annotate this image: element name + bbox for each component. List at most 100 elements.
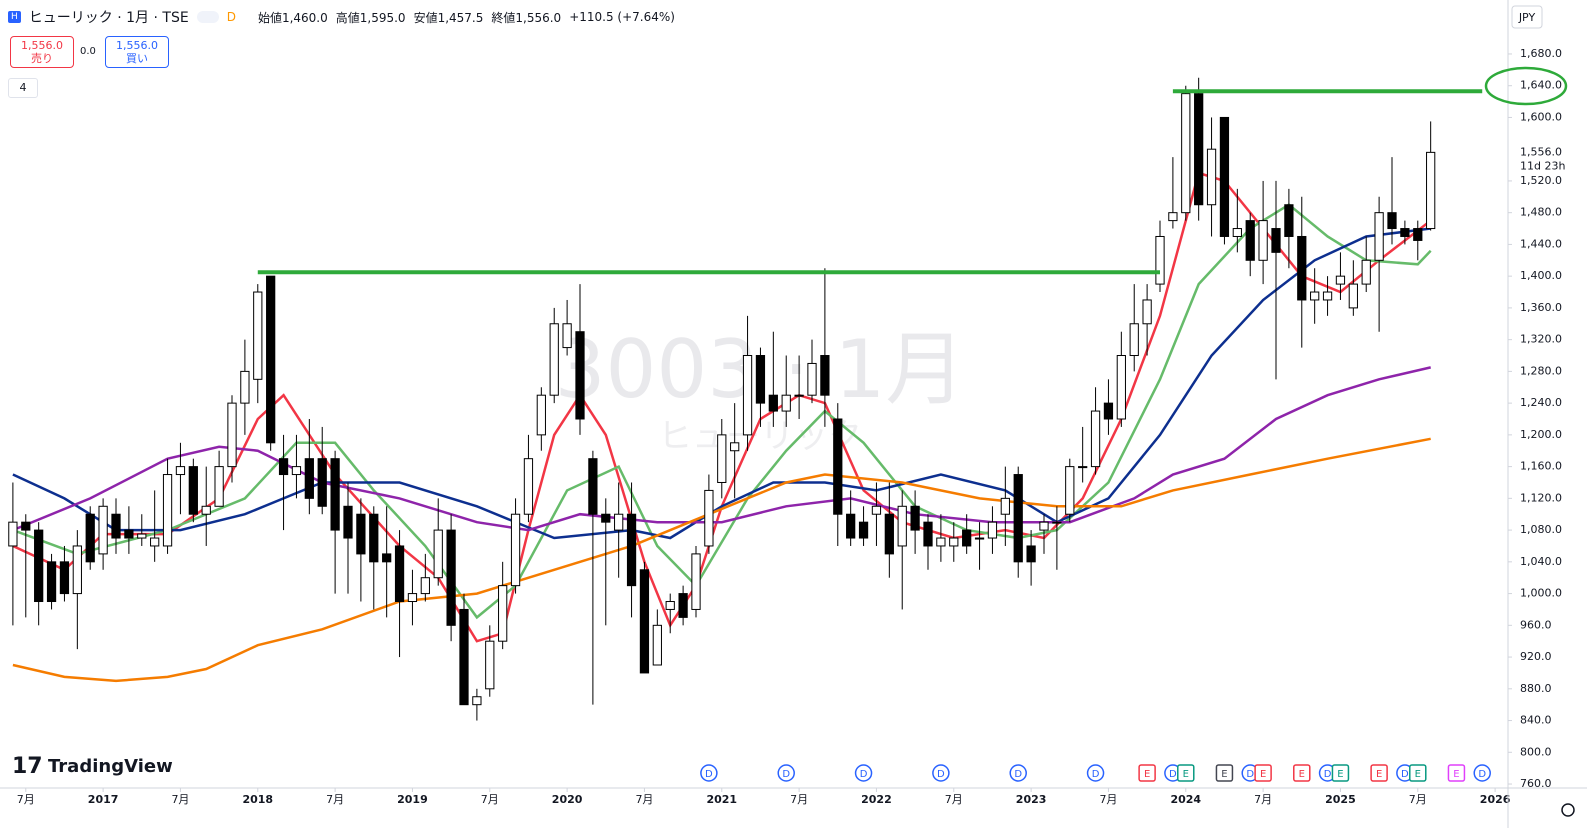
event-badge [1293,764,1311,782]
event-label: E [1144,769,1150,780]
event-marker[interactable]: E [1138,764,1156,782]
x-tick-label: 2022 [861,793,892,806]
sell-button[interactable]: 1,556.0 売り [10,36,74,68]
candle-body [936,537,946,547]
candle-body [1206,148,1217,206]
buy-price: 1,556.0 [116,39,158,52]
high-label: 高値1,595.0 [335,10,406,25]
logo-mark: 𝟭𝟳 [12,754,43,779]
close-label: 終値1,556.0 [491,10,562,25]
y-tick-label: 1,400.0 [1520,269,1562,282]
candle-body [446,529,456,626]
event-marker[interactable]: D [777,764,795,782]
y-tick-label: 800.0 [1520,745,1552,758]
candle-body [1335,275,1346,285]
y-tick-label: 1,480.0 [1520,206,1562,219]
settings-icon[interactable] [1561,803,1575,817]
event-label: E [1453,769,1459,780]
x-tick-label: 7月 [326,793,344,806]
candle-body [1413,228,1423,241]
event-badge [1009,764,1027,782]
event-marker[interactable]: E [1215,764,1234,782]
candle-body [1426,151,1436,230]
event-badge [1086,764,1105,782]
candle-body [1116,355,1126,420]
candle-body [794,394,804,397]
x-tick-label: 7月 [1099,793,1117,806]
event-marker[interactable]: E [1254,764,1272,782]
event-marker[interactable]: E [1447,764,1466,782]
toggle[interactable] [196,11,219,23]
candle-body [846,513,856,539]
y-tick-label: 840.0 [1520,714,1552,727]
event-marker[interactable]: E [1177,764,1195,782]
event-badge [1409,764,1427,782]
event-marker[interactable]: D [1009,764,1027,782]
candle-body [704,489,714,547]
buy-button[interactable]: 1,556.0 買い [105,36,169,68]
event-label: E [1376,769,1382,780]
candle-body [614,513,624,531]
event-badge [1447,764,1466,782]
candle-body [639,569,650,674]
event-marker[interactable]: D [700,764,718,782]
symbol-icon: H [8,11,21,23]
event-marker[interactable]: D [1473,764,1491,782]
candle-body [1090,410,1101,468]
event-badge [1215,764,1234,782]
candle-body [34,529,44,603]
y-tick-label: 1,600.0 [1520,110,1562,123]
candle-body [1155,235,1165,285]
event-label: D [1014,769,1022,780]
event-marker[interactable]: D [854,764,873,782]
candle-body [21,521,31,531]
x-tick-label: 2020 [552,793,583,806]
countdown: 11d 23h [1520,159,1565,172]
event-marker[interactable]: E [1370,764,1388,782]
event-marker[interactable]: E [1293,764,1311,782]
candle-body [420,577,430,595]
event-marker[interactable]: D [932,764,950,782]
event-label: E [1183,769,1189,780]
axes: 760.0 800.0 840.0 880.0 920.0 960.0 1,000.0 1,0… [17,47,1566,806]
candle-body [433,529,443,579]
candle-body [884,513,894,555]
candle-body [369,513,379,563]
candle-body [1284,204,1294,237]
event-badge [777,764,795,782]
symbol[interactable]: ヒューリック · 1月 · TSE [28,10,189,26]
event-marker[interactable]: D [1396,764,1414,782]
candle-body [1181,93,1191,214]
event-marker[interactable]: D [1086,764,1105,782]
candle-body [1348,283,1358,309]
candle-body [253,291,263,380]
candle-body [562,323,572,349]
x-tick-label: 2025 [1325,793,1356,806]
event-marker[interactable]: E [1331,764,1350,782]
y-tick-label: 1,080.0 [1520,523,1562,536]
candle-body [601,513,611,523]
event-marker[interactable]: E [1409,764,1427,782]
candle-body [459,608,469,706]
y-tick-label: 1,040.0 [1520,555,1562,568]
currency-box[interactable] [1511,5,1543,29]
candle-body [382,553,392,563]
candle-body [691,553,701,610]
y-tick-label: 760.0 [1520,777,1552,790]
candle-body [472,696,482,706]
indicators-toggle[interactable]: 4 [8,78,38,98]
event-label: D [1478,769,1486,780]
y-tick-label: 920.0 [1520,650,1552,663]
x-tick-label: 7月 [1409,793,1427,806]
sell-label: 売り [31,52,53,65]
candle-body [98,505,108,555]
candle-body [72,545,82,595]
candle-body [1400,228,1410,237]
currency: JPY [1518,11,1536,24]
candle-body [1168,212,1178,222]
highlight-ellipse [1484,66,1568,106]
candle-body [730,442,740,452]
candle-body [124,529,134,539]
candle-body [1310,291,1320,301]
